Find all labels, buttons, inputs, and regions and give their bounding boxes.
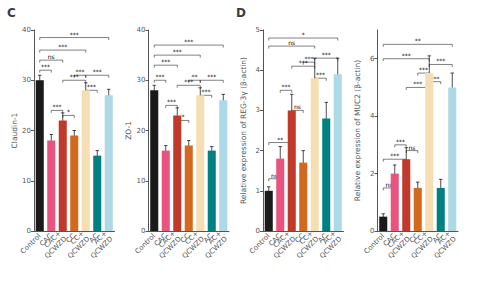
svg-text:***: *** [282,83,291,90]
svg-text:ns: ns [288,39,295,46]
svg-text:***: *** [41,63,50,70]
svg-text:CC+: CC+ [412,229,430,246]
svg-text:QCWZD: QCWZD [386,235,412,261]
svg-text:QCWZD: QCWZD [318,235,343,260]
svg-text:0: 0 [256,227,260,235]
svg-text:***: *** [396,138,405,145]
svg-text:QCWZD: QCWZD [180,235,206,261]
svg-text:Control: Control [133,232,158,256]
svg-text:CC+: CC+ [183,229,201,246]
svg-text:*: * [67,108,70,115]
svg-text:***: *** [70,31,79,38]
svg-text:QCWZD: QCWZD [295,235,321,261]
svg-text:CAC+: CAC+ [157,229,178,250]
svg-text:ZO-1: ZO-1 [124,121,133,140]
svg-text:20: 20 [22,127,31,135]
svg-text:4: 4 [370,112,375,120]
svg-text:***: *** [53,103,62,110]
svg-text:ns: ns [271,171,278,179]
svg-text:***: *** [305,55,314,62]
svg-text:20: 20 [137,127,146,135]
svg-text:***: *** [390,152,399,159]
svg-text:2: 2 [370,170,374,178]
svg-text:C: C [7,6,16,20]
svg-text:0: 0 [370,227,374,235]
svg-text:***: *** [87,83,96,90]
svg-text:***: *** [402,52,411,59]
svg-text:QCWZD: QCWZD [433,235,458,260]
svg-text:QCWZD: QCWZD [66,235,92,261]
svg-text:40: 40 [137,26,146,34]
svg-text:10: 10 [22,177,31,185]
svg-text:AC+: AC+ [206,229,224,246]
svg-text:*: * [302,31,305,38]
svg-text:CAC+: CAC+ [386,229,407,250]
svg-text:***: *** [436,57,445,64]
svg-text:Control: Control [19,232,43,256]
svg-text:***: *** [202,88,211,95]
svg-text:0: 0 [27,227,31,235]
svg-text:***: *** [173,48,182,55]
svg-text:ns: ns [294,103,301,110]
svg-text:Claudin-1: Claudin-1 [10,112,19,148]
svg-text:AC+: AC+ [435,229,453,246]
svg-text:***: *** [413,80,422,87]
svg-text:5: 5 [256,26,260,34]
svg-text:***: *** [316,71,325,78]
svg-text:3: 3 [256,106,260,114]
svg-text:CC+: CC+ [298,229,315,246]
svg-text:D: D [236,6,246,20]
svg-text:***: *** [156,73,165,80]
svg-text:40: 40 [22,26,31,34]
svg-text:**: ** [192,73,198,80]
svg-text:ns: ns [385,180,393,188]
svg-text:1: 1 [256,187,260,195]
svg-text:CAC+: CAC+ [42,229,63,250]
svg-text:***: *** [184,38,193,45]
svg-text:Relative expression of REG-3γ: Relative expression of REG-3γ (β-actin) [239,57,248,204]
svg-text:***: *** [419,66,428,73]
svg-text:CAC+: CAC+ [271,229,292,250]
svg-text:2: 2 [256,147,260,155]
svg-text:***: *** [207,73,216,80]
svg-text:QCWZD: QCWZD [204,235,229,260]
svg-text:AC+: AC+ [321,229,338,246]
svg-text:***: *** [167,98,176,105]
svg-text:30: 30 [22,76,31,84]
svg-text:Relative expression of MUC2 (β: Relative expression of MUC2 (β-actin) [353,60,362,201]
svg-text:6: 6 [370,55,375,63]
svg-text:Control: Control [362,232,387,256]
svg-text:***: *** [58,43,67,50]
svg-text:4: 4 [256,66,261,74]
svg-text:QCWZD: QCWZD [409,235,435,261]
svg-text:***: *** [161,58,170,65]
svg-text:10: 10 [137,177,146,185]
svg-text:ns: ns [48,53,55,60]
svg-text:***: *** [93,68,102,75]
svg-text:CC+: CC+ [69,229,86,246]
svg-text:QCWZD: QCWZD [89,235,114,260]
svg-text:*: * [182,113,185,120]
svg-text:AC+: AC+ [92,229,109,246]
svg-text:***: *** [322,51,331,58]
svg-text:0: 0 [141,227,145,235]
svg-text:Control: Control [248,232,272,256]
svg-text:QCWZD: QCWZD [272,235,298,261]
svg-text:**: ** [415,37,421,44]
svg-text:30: 30 [137,76,146,84]
svg-text:QCWZD: QCWZD [157,235,183,261]
svg-text:***: *** [76,68,85,75]
svg-text:**: ** [277,136,283,143]
svg-text:QCWZD: QCWZD [43,235,69,261]
svg-text:ns: ns [409,144,416,151]
